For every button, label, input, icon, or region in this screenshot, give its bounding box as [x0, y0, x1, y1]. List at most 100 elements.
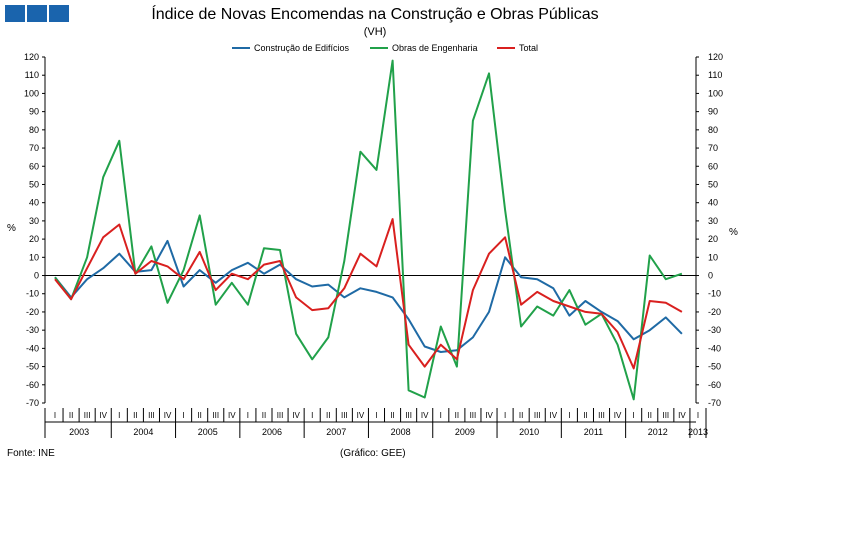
y-tick-label-right: 40 — [708, 198, 718, 208]
y-tick-label-left: 0 — [34, 271, 39, 281]
y-tick-label-left: 90 — [29, 107, 39, 117]
x-tick-label-year: 2013 — [688, 427, 708, 437]
x-tick-label-quarter: II — [455, 411, 459, 420]
x-tick-label-year: 2009 — [455, 427, 475, 437]
x-tick-label-quarter: I — [504, 411, 506, 420]
x-tick-label-quarter: I — [697, 411, 699, 420]
y-axis-label-right: % — [729, 227, 738, 238]
line-chart: Construção de Edifícios Obras de Engenhar… — [7, 43, 738, 438]
x-tick-label-quarter: II — [133, 411, 137, 420]
logo-block-1 — [5, 5, 25, 22]
x-tick-label-year: 2010 — [519, 427, 539, 437]
y-tick-label-right: -30 — [708, 325, 721, 335]
x-tick-label-quarter: II — [519, 411, 523, 420]
x-tick-label-quarter: III — [534, 411, 541, 420]
x-tick-label-quarter: IV — [292, 411, 300, 420]
x-tick-label-year: 2007 — [326, 427, 346, 437]
y-tick-label-right: 0 — [708, 271, 713, 281]
x-tick-label-quarter: I — [568, 411, 570, 420]
x-tick-label-quarter: IV — [485, 411, 493, 420]
y-tick-label-right: -70 — [708, 398, 721, 408]
x-tick-label-quarter: IV — [99, 411, 107, 420]
y-tick-label-left: 40 — [29, 198, 39, 208]
y-tick-label-left: 20 — [29, 234, 39, 244]
y-tick-label-right: -10 — [708, 289, 721, 299]
series-line-total — [54, 218, 683, 370]
x-tick-label-quarter: II — [197, 411, 201, 420]
y-tick-label-right: -60 — [708, 380, 721, 390]
y-tick-label-left: -70 — [26, 398, 39, 408]
x-tick-label-quarter: II — [326, 411, 330, 420]
x-tick-label-quarter: III — [405, 411, 412, 420]
y-tick-label-left: 50 — [29, 179, 39, 189]
x-tick-label-quarter: I — [375, 411, 377, 420]
x-tick-label-quarter: I — [440, 411, 442, 420]
x-tick-label-quarter: IV — [421, 411, 429, 420]
legend-label-obras: Obras de Engenharia — [392, 43, 478, 53]
series-line-obras — [54, 59, 683, 401]
x-tick-label-quarter: III — [212, 411, 219, 420]
chart-title: Índice de Novas Encomendas na Construção… — [151, 6, 599, 23]
y-tick-label-right: 30 — [708, 216, 718, 226]
series-line-construcao — [54, 239, 683, 353]
y-tick-label-right: 10 — [708, 252, 718, 262]
x-tick-label-year: 2003 — [69, 427, 89, 437]
x-tick-label-quarter: I — [54, 411, 56, 420]
chart-legend: Construção de Edifícios Obras de Engenhar… — [232, 43, 538, 53]
y-tick-label-right: -40 — [708, 343, 721, 353]
y-tick-label-left: -20 — [26, 307, 39, 317]
x-tick-label-quarter: IV — [678, 411, 686, 420]
y-tick-label-right: 20 — [708, 234, 718, 244]
logo-block-2 — [27, 5, 47, 22]
series-lines — [54, 59, 683, 401]
y-tick-label-left: -60 — [26, 380, 39, 390]
y-tick-label-left: -50 — [26, 362, 39, 372]
x-tick-label-quarter: III — [598, 411, 605, 420]
x-tick-label-quarter: I — [182, 411, 184, 420]
x-tick-label-year: 2005 — [198, 427, 218, 437]
x-tick-label-quarter: III — [470, 411, 477, 420]
y-tick-label-right: 80 — [708, 125, 718, 135]
x-tick-label-quarter: II — [648, 411, 652, 420]
x-tick-label-quarter: II — [583, 411, 587, 420]
legend-label-construcao: Construção de Edifícios — [254, 43, 350, 53]
y-tick-label-right: 100 — [708, 88, 723, 98]
x-tick-label-quarter: I — [311, 411, 313, 420]
x-tick-label-quarter: III — [84, 411, 91, 420]
x-tick-label-quarter: IV — [357, 411, 365, 420]
y-tick-label-left: 10 — [29, 252, 39, 262]
y-tick-label-left: 70 — [29, 143, 39, 153]
chart-subtitle: (VH) — [363, 26, 387, 38]
x-tick-label-quarter: I — [633, 411, 635, 420]
y-tick-label-left: 60 — [29, 161, 39, 171]
x-tick-label-year: 2006 — [262, 427, 282, 437]
x-tick-label-quarter: III — [148, 411, 155, 420]
x-tick-label-year: 2008 — [391, 427, 411, 437]
y-tick-label-left: -30 — [26, 325, 39, 335]
y-tick-label-left: 100 — [24, 88, 39, 98]
source-note: Fonte: INE — [7, 448, 55, 459]
x-tick-label-quarter: II — [390, 411, 394, 420]
y-tick-label-left: 30 — [29, 216, 39, 226]
x-tick-label-year: 2012 — [648, 427, 668, 437]
y-tick-label-left: 120 — [24, 52, 39, 62]
x-tick-label-quarter: I — [247, 411, 249, 420]
x-tick-label-quarter: II — [69, 411, 73, 420]
y-tick-label-right: 70 — [708, 143, 718, 153]
y-tick-label-right: 120 — [708, 52, 723, 62]
chart-credit: (Gráfico: GEE) — [340, 448, 406, 459]
x-tick-label-quarter: II — [262, 411, 266, 420]
x-tick-label-quarter: IV — [614, 411, 622, 420]
y-tick-label-right: 60 — [708, 161, 718, 171]
x-tick-label-quarter: III — [662, 411, 669, 420]
y-tick-label-left: -10 — [26, 289, 39, 299]
y-tick-label-left: -40 — [26, 343, 39, 353]
x-tick-label-year: 2011 — [584, 427, 603, 437]
x-tick-label-quarter: IV — [550, 411, 558, 420]
y-tick-label-right: -20 — [708, 307, 721, 317]
y-tick-label-right: 90 — [708, 107, 718, 117]
logo-block-3 — [49, 5, 69, 22]
legend-label-total: Total — [519, 43, 538, 53]
x-tick-label-quarter: III — [341, 411, 348, 420]
